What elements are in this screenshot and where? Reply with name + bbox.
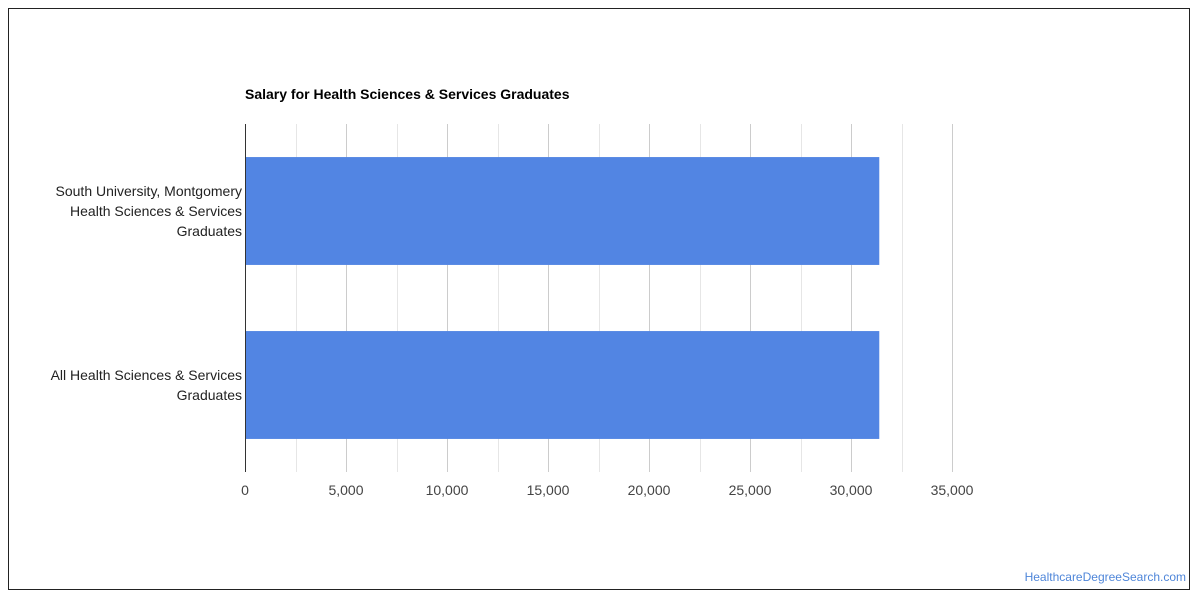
bar[interactable] <box>245 331 880 439</box>
x-tick-label: 35,000 <box>931 482 974 498</box>
y-tick-label: All Health Sciences & Services Graduates <box>51 367 242 403</box>
x-tick-label: 10,000 <box>426 482 469 498</box>
x-tick-label: 25,000 <box>729 482 772 498</box>
y-tick-label-line: South University, Montgomery <box>56 183 242 199</box>
y-tick-label-line: Graduates <box>177 223 242 239</box>
x-tick-label: 0 <box>241 482 249 498</box>
source-credit-link[interactable]: HealthcareDegreeSearch.com <box>1024 570 1186 584</box>
x-tick-label: 15,000 <box>527 482 570 498</box>
y-tick-label-line: Health Sciences & Services <box>70 203 242 219</box>
x-tick-label: 30,000 <box>830 482 873 498</box>
x-tick-labels: 0 5,000 10,000 15,000 20,000 25,000 30,000 35,0… <box>241 482 974 498</box>
chart-title: Salary for Health Sciences & Services Gr… <box>245 86 570 102</box>
y-tick-label: South University, Montgomery Health Scien… <box>56 183 242 239</box>
bars <box>245 157 880 439</box>
y-tick-labels: South University, Montgomery Health Scien… <box>51 183 242 403</box>
y-tick-label-line: Graduates <box>177 387 242 403</box>
bar[interactable] <box>245 157 880 265</box>
x-tick-label: 20,000 <box>628 482 671 498</box>
y-tick-label-line: All Health Sciences & Services <box>51 367 242 383</box>
x-tick-label: 5,000 <box>328 482 363 498</box>
